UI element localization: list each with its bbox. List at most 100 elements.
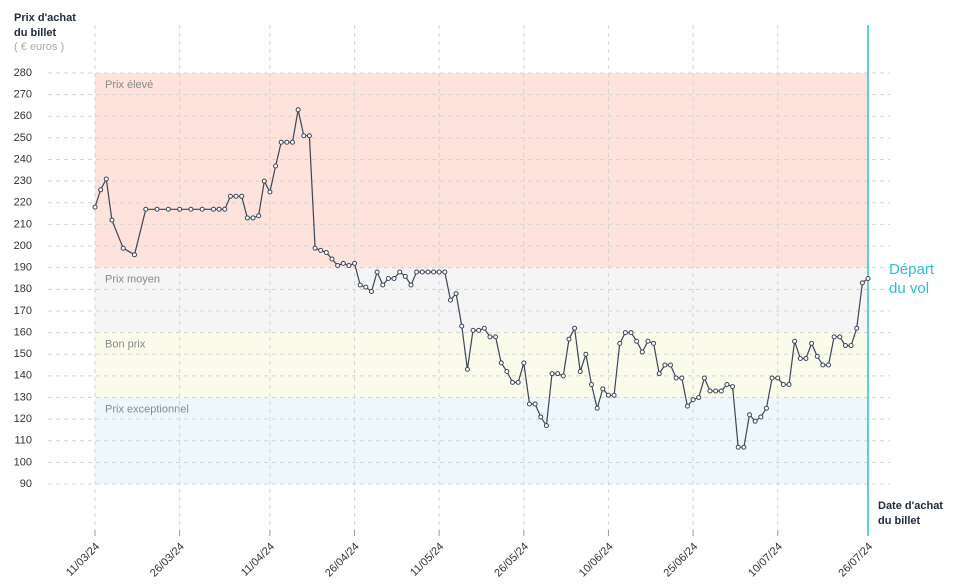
price-point xyxy=(312,245,318,251)
x-axis-label: Date d'achat xyxy=(878,500,943,512)
price-point xyxy=(177,206,183,212)
departure-label: du vol xyxy=(889,280,929,297)
price-point xyxy=(419,269,425,275)
price-point xyxy=(865,276,871,281)
price-point xyxy=(605,392,611,398)
price-point xyxy=(690,397,696,403)
x-tick-label: 11/03/24 xyxy=(64,541,102,579)
price-point xyxy=(803,356,809,362)
y-tick-label: 190 xyxy=(14,262,32,274)
y-tick-label: 250 xyxy=(14,132,32,144)
price-band xyxy=(95,267,868,333)
x-tick-label: 11/05/24 xyxy=(408,541,446,579)
price-point xyxy=(318,247,324,253)
price-point xyxy=(352,260,358,266)
price-point xyxy=(775,375,781,381)
price-point xyxy=(120,245,126,251)
price-point xyxy=(560,373,566,379)
price-point xyxy=(306,133,312,139)
price-point xyxy=(233,193,239,199)
price-point xyxy=(267,189,273,195)
price-point xyxy=(301,133,307,139)
price-point xyxy=(634,338,640,344)
y-tick-label: 180 xyxy=(14,283,32,295)
price-point xyxy=(402,273,408,279)
x-tick-label: 26/03/24 xyxy=(148,541,187,580)
price-point xyxy=(199,206,205,212)
x-tick-label: 25/06/24 xyxy=(662,541,701,580)
price-point xyxy=(713,388,719,394)
price-point xyxy=(809,340,815,346)
price-point xyxy=(707,388,713,394)
price-point xyxy=(459,323,465,329)
price-point xyxy=(848,343,854,349)
price-point xyxy=(165,206,171,212)
price-point xyxy=(154,206,160,212)
x-axis-label: du billet xyxy=(878,515,921,527)
price-point xyxy=(831,334,837,340)
y-axis-label: Prix d'achat xyxy=(14,12,76,24)
price-point xyxy=(385,276,391,281)
price-point xyxy=(645,338,651,344)
price-point xyxy=(538,414,544,420)
price-point xyxy=(239,193,245,199)
y-tick-label: 270 xyxy=(14,89,32,101)
y-tick-label: 210 xyxy=(14,218,32,230)
y-tick-label: 170 xyxy=(14,305,32,317)
price-point xyxy=(572,325,578,331)
price-point xyxy=(357,282,363,288)
price-point xyxy=(244,215,250,221)
price-point xyxy=(143,206,149,212)
price-point xyxy=(340,260,346,266)
band-label: Prix moyen xyxy=(105,274,160,286)
price-point xyxy=(797,356,803,362)
price-point xyxy=(589,381,595,387)
price-point xyxy=(380,282,386,288)
x-tick-label: 10/07/24 xyxy=(746,541,785,580)
price-point xyxy=(747,412,753,418)
y-tick-label: 130 xyxy=(14,391,32,403)
y-tick-label: 280 xyxy=(14,67,32,79)
price-point xyxy=(566,336,572,342)
price-band xyxy=(95,332,868,398)
price-point xyxy=(476,327,482,333)
price-point xyxy=(577,369,583,375)
y-tick-label: 90 xyxy=(20,478,32,490)
x-tick-label: 26/05/24 xyxy=(492,541,531,580)
y-tick-label: 110 xyxy=(14,435,32,447)
price-point xyxy=(470,327,476,333)
y-tick-label: 140 xyxy=(14,370,32,382)
price-point xyxy=(431,269,437,275)
price-point xyxy=(730,384,736,390)
price-point xyxy=(741,444,747,450)
y-tick-label: 230 xyxy=(14,175,32,187)
price-point xyxy=(397,269,403,275)
price-point xyxy=(481,325,487,331)
price-point xyxy=(769,375,775,381)
price-point xyxy=(543,423,549,429)
x-tick-label: 26/07/24 xyxy=(836,541,875,580)
price-point xyxy=(374,269,380,275)
price-point xyxy=(284,139,290,145)
price-point xyxy=(278,139,284,145)
price-point xyxy=(679,375,685,381)
price-point xyxy=(346,263,352,269)
price-point xyxy=(425,269,431,275)
y-tick-label: 240 xyxy=(14,153,32,165)
price-point xyxy=(487,334,493,340)
band-label: Prix exceptionnel xyxy=(105,403,189,415)
price-point xyxy=(532,401,538,407)
price-point xyxy=(600,386,606,392)
price-point xyxy=(763,405,769,411)
price-point xyxy=(464,366,470,372)
price-point xyxy=(227,193,233,199)
price-point xyxy=(859,280,865,286)
price-point xyxy=(792,338,798,344)
price-point xyxy=(735,444,741,450)
price-point xyxy=(837,334,843,340)
y-tick-label: 100 xyxy=(14,456,32,468)
price-point xyxy=(842,343,848,349)
price-point xyxy=(442,269,448,275)
y-axis-unit: ( € euros ) xyxy=(14,41,64,53)
price-point xyxy=(250,215,256,221)
